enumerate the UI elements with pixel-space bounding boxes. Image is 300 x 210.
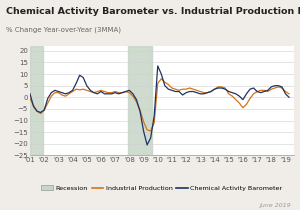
Text: % Change Year-over-Year (3MMA): % Change Year-over-Year (3MMA) [6,26,121,33]
Text: June 2019: June 2019 [259,203,291,208]
Bar [30,46,43,155]
Legend: Recession, Industrial Production, Chemical Activity Barometer: Recession, Industrial Production, Chemic… [39,183,285,194]
Bar [128,46,152,155]
Text: Chemical Activity Barometer vs. Industrial Production Index: Chemical Activity Barometer vs. Industri… [6,7,300,16]
